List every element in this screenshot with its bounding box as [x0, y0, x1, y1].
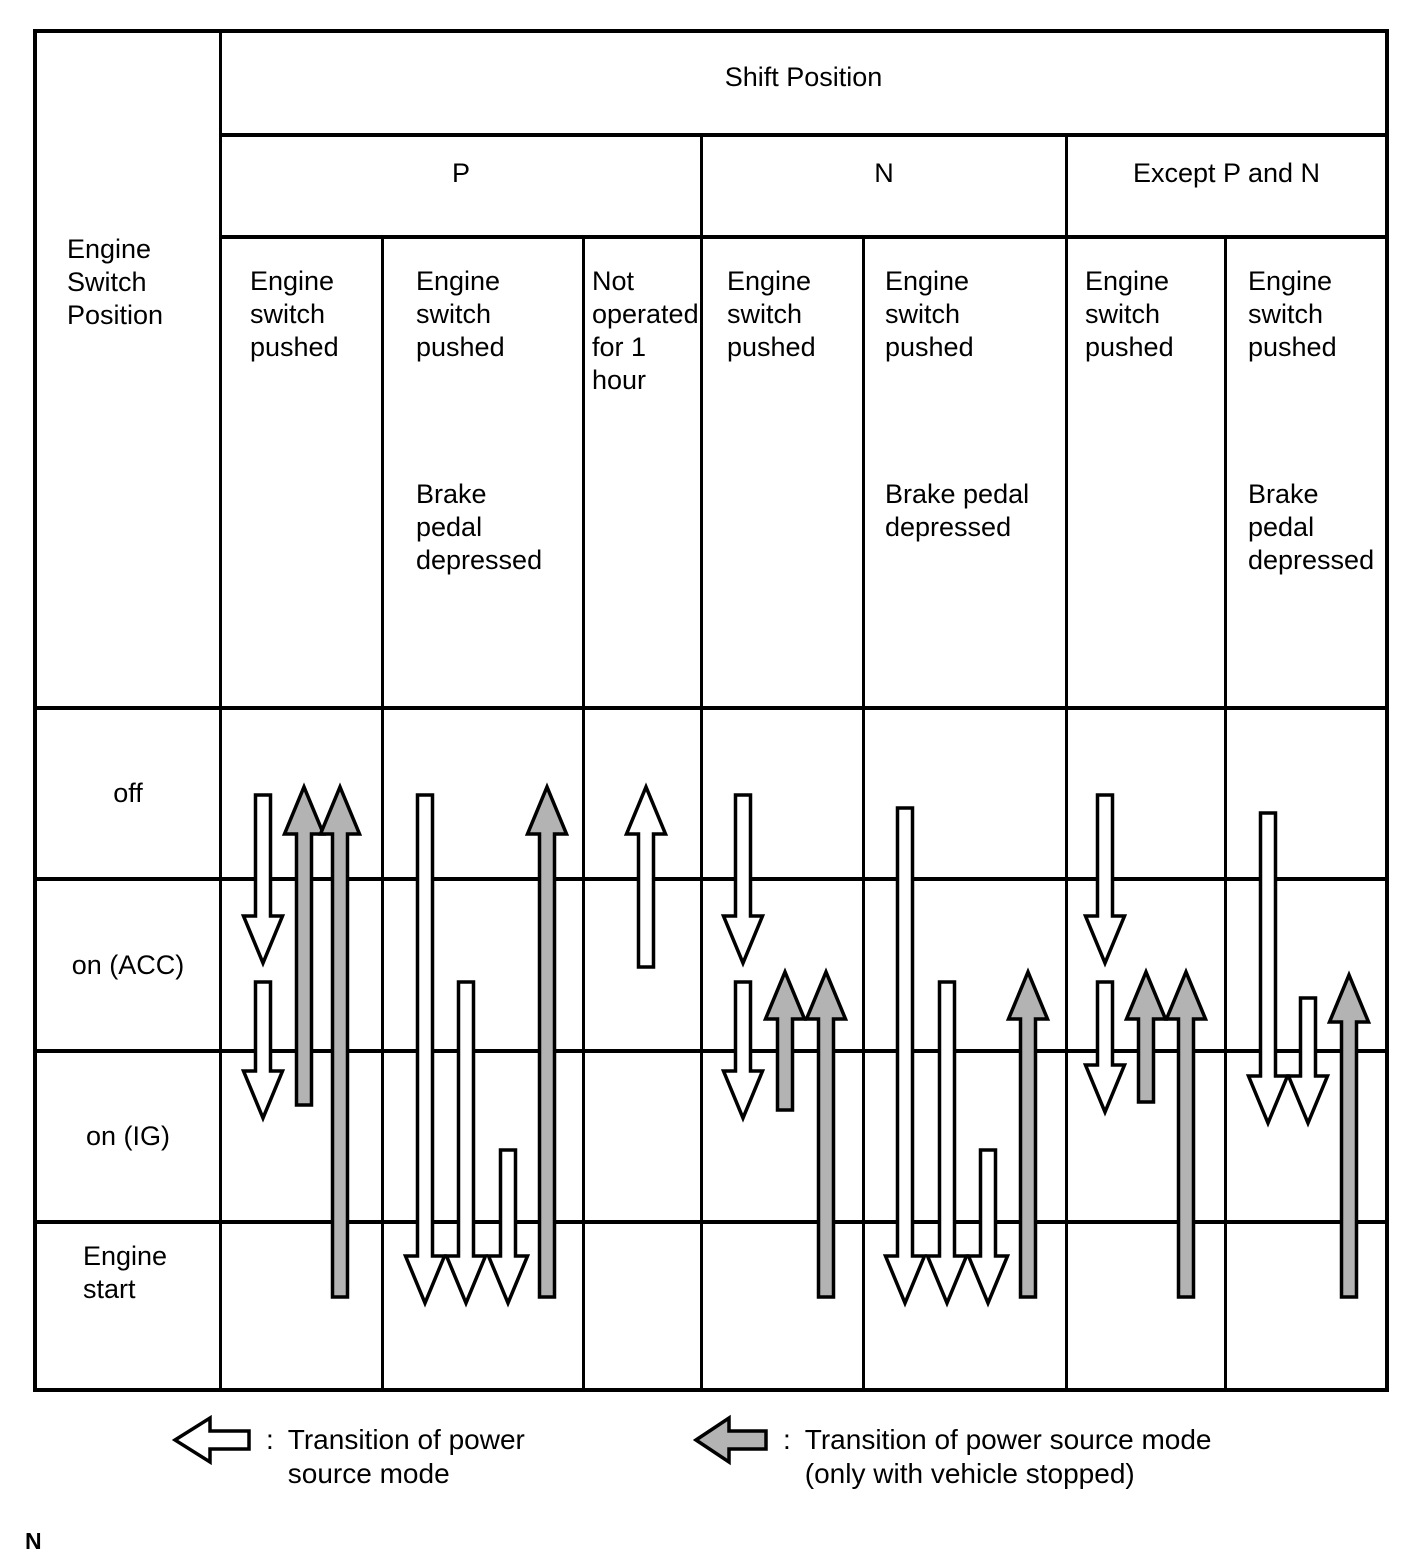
table-cell [865, 1053, 1068, 1224]
table-cell [1227, 1224, 1385, 1388]
condition-primary: Engine switch pushed [250, 266, 339, 362]
shift-position-label: Shift Position [724, 62, 883, 92]
transition-table: Engine Switch Position Shift Position P … [33, 29, 1389, 1392]
condition-cell-n-pushed: Engine switch pushed [703, 239, 865, 710]
row-label-engine-start: Engine start [37, 1224, 222, 1388]
row-label-on-ig: on (IG) [37, 1053, 222, 1224]
table-cell [865, 1224, 1068, 1388]
legend-gray-line1: Transition of power source mode [804, 1424, 1212, 1455]
white-transition-arrow-icon [172, 1414, 251, 1466]
group-header-n: N [703, 137, 1068, 239]
table-cell [585, 1224, 703, 1388]
table-cell [703, 710, 865, 881]
condition-cell-p-pushed: Engine switch pushed [222, 239, 384, 710]
table-cell [865, 710, 1068, 881]
gray-transition-arrow-icon [693, 1414, 768, 1466]
condition-primary: Engine switch pushed [885, 266, 974, 362]
condition-secondary: Brake pedal depressed [1248, 479, 1375, 575]
condition-primary: Engine switch pushed [1085, 266, 1174, 362]
legend-gray: : Transition of power source mode (only … [693, 1412, 1212, 1491]
group-header-p: P [222, 137, 703, 239]
table-cell [865, 881, 1068, 1053]
table-cell [1068, 1053, 1227, 1224]
table-cell [703, 881, 865, 1053]
shift-position-header-cell: Shift Position [222, 33, 1385, 137]
table-cell [1068, 1224, 1227, 1388]
table-cell [1227, 710, 1385, 881]
table-cell [585, 881, 703, 1053]
group-p-label: P [451, 158, 470, 188]
table-cell [384, 1053, 585, 1224]
condition-cell-except-pushed-brake: Engine switch pushed Brake pedal depress… [1227, 239, 1385, 710]
legend-white-line1: Transition of power [287, 1424, 525, 1455]
row-label-off: off [37, 710, 222, 881]
table-cell [703, 1224, 865, 1388]
legend-gray-text: Transition of power source mode (only wi… [805, 1412, 1212, 1491]
row-label-text: Engine start [83, 1241, 168, 1304]
condition-cell-except-pushed: Engine switch pushed [1068, 239, 1227, 710]
condition-primary: Engine switch pushed [1248, 266, 1337, 362]
group-header-except-p-n: Except P and N [1068, 137, 1385, 239]
condition-secondary: Brake pedal depressed [416, 479, 543, 575]
page-marker: N [25, 1528, 42, 1554]
condition-primary: Not operated for 1 hour [592, 266, 699, 395]
table-cell [1068, 881, 1227, 1053]
condition-cell-not-operated: Not operated for 1 hour [585, 239, 703, 710]
table-cell [384, 881, 585, 1053]
condition-primary: Engine switch pushed [416, 266, 505, 362]
table-cell [222, 1053, 384, 1224]
condition-secondary: Brake pedal depressed [885, 479, 1030, 542]
table-cell [585, 1053, 703, 1224]
condition-primary: Engine switch pushed [727, 266, 816, 362]
corner-header-label: Engine Switch Position [67, 234, 164, 330]
legend-white-line2: source mode [287, 1458, 450, 1489]
table-cell [222, 1224, 384, 1388]
table-cell [222, 881, 384, 1053]
table-cell [1068, 710, 1227, 881]
row-label-text: on (IG) [85, 1121, 171, 1151]
table-cell [222, 710, 384, 881]
row-label-text: off [113, 778, 143, 808]
group-except-p-n-label: Except P and N [1132, 158, 1321, 188]
table-cell [703, 1053, 865, 1224]
condition-cell-p-pushed-brake: Engine switch pushed Brake pedal depress… [384, 239, 585, 710]
table-cell [384, 1224, 585, 1388]
legend-white: : Transition of power source mode [172, 1412, 525, 1491]
group-n-label: N [874, 158, 894, 188]
row-label-text: on (ACC) [71, 949, 185, 980]
table-cell [1227, 881, 1385, 1053]
condition-cell-n-pushed-brake: Engine switch pushed Brake pedal depress… [865, 239, 1068, 710]
legend-white-text: Transition of power source mode [288, 1412, 525, 1491]
legend-separator: : [266, 1424, 274, 1455]
row-label-on-acc: on (ACC) [37, 881, 222, 1053]
corner-header-cell: Engine Switch Position [37, 33, 222, 710]
table-cell [585, 710, 703, 881]
table-cell [384, 710, 585, 881]
legend-separator: : [783, 1424, 791, 1455]
table-cell [1227, 1053, 1385, 1224]
legend-gray-line2: (only with vehicle stopped) [804, 1458, 1135, 1489]
